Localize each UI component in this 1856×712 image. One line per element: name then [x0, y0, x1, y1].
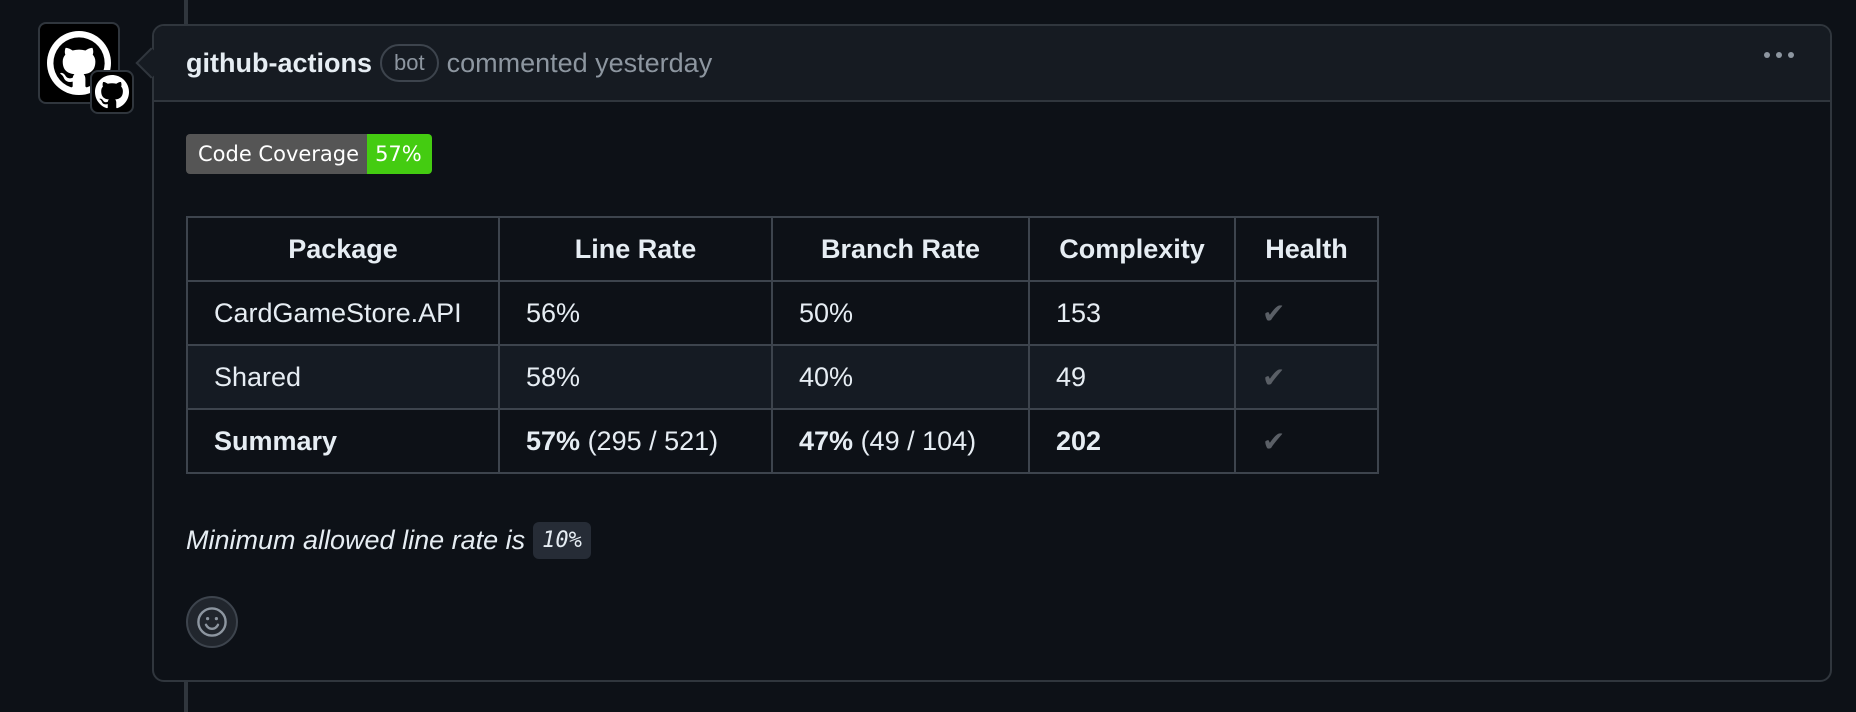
cell-line-rate: 56% [498, 280, 773, 346]
add-reaction-button[interactable] [186, 596, 238, 648]
table-row: Shared 58% 40% 49 ✔ [186, 344, 1379, 410]
header-branch-rate: Branch Rate [771, 216, 1030, 282]
cell-package: Summary [186, 408, 500, 474]
header-health: Health [1234, 216, 1379, 282]
summary-line-rate: 57% [526, 425, 581, 456]
cell-line-rate: 58% [498, 344, 773, 410]
summary-label: Summary [214, 425, 338, 456]
header-complexity: Complexity [1028, 216, 1236, 282]
app-badge[interactable] [90, 70, 134, 114]
coverage-table: Package Line Rate Branch Rate Complexity… [186, 216, 1379, 474]
cell-complexity: 202 [1028, 408, 1236, 474]
github-mark-icon [95, 75, 129, 109]
cell-complexity: 153 [1028, 280, 1236, 346]
check-icon: ✔ [1262, 361, 1286, 393]
comment-timestamp[interactable]: commented yesterday [446, 47, 713, 78]
cell-health: ✔ [1234, 280, 1379, 346]
table-row: CardGameStore.API 56% 50% 153 ✔ [186, 280, 1379, 346]
comment-box: github-actions bot commented yesterday C… [135, 24, 1832, 682]
check-icon: ✔ [1262, 425, 1286, 457]
cell-health: ✔ [1234, 408, 1379, 474]
header-line-rate: Line Rate [498, 216, 773, 282]
summary-line-detail: (295 / 521) [587, 425, 719, 456]
author-link[interactable]: github-actions [186, 47, 372, 78]
header-package: Package [186, 216, 500, 282]
smiley-icon [197, 607, 227, 637]
minimum-text: Minimum allowed line rate is [186, 525, 526, 555]
table-summary-row: Summary 57% (295 / 521) 47% (49 / 104) 2… [186, 408, 1379, 474]
kebab-horizontal-icon[interactable] [1764, 52, 1794, 58]
summary-branch-detail: (49 / 104) [860, 425, 977, 456]
minimum-code: 10% [533, 522, 591, 559]
table-header-row: Package Line Rate Branch Rate Complexity… [186, 216, 1379, 282]
cell-complexity: 49 [1028, 344, 1236, 410]
cell-branch-rate: 47% (49 / 104) [771, 408, 1030, 474]
coverage-badge-value: 57% [367, 134, 432, 174]
cell-branch-rate: 50% [771, 280, 1030, 346]
cell-health: ✔ [1234, 344, 1379, 410]
cell-package: Shared [186, 344, 500, 410]
minimum-line-rate-note: Minimum allowed line rate is 10% [186, 522, 591, 559]
cell-line-rate: 57% (295 / 521) [498, 408, 773, 474]
bot-badge: bot [379, 44, 439, 82]
comment-header: github-actions bot commented yesterday [135, 26, 1830, 102]
cell-branch-rate: 40% [771, 344, 1030, 410]
coverage-badge: Code Coverage 57% [186, 134, 432, 174]
summary-branch-rate: 47% [799, 425, 854, 456]
comment-caret [135, 47, 167, 79]
summary-complexity: 202 [1056, 425, 1102, 456]
cell-package: CardGameStore.API [186, 280, 500, 346]
coverage-badge-label: Code Coverage [186, 134, 368, 174]
check-icon: ✔ [1262, 297, 1286, 329]
